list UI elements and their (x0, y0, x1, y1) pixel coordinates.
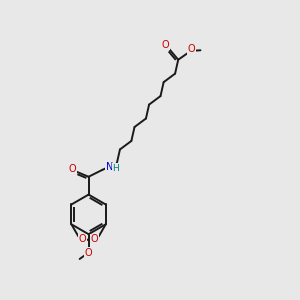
Text: O: O (79, 234, 87, 244)
Text: O: O (91, 234, 98, 244)
Text: O: O (161, 40, 169, 50)
Text: O: O (188, 44, 196, 54)
Text: H: H (112, 164, 119, 173)
Text: O: O (68, 164, 76, 174)
Text: N: N (106, 162, 114, 172)
Text: O: O (85, 248, 92, 258)
